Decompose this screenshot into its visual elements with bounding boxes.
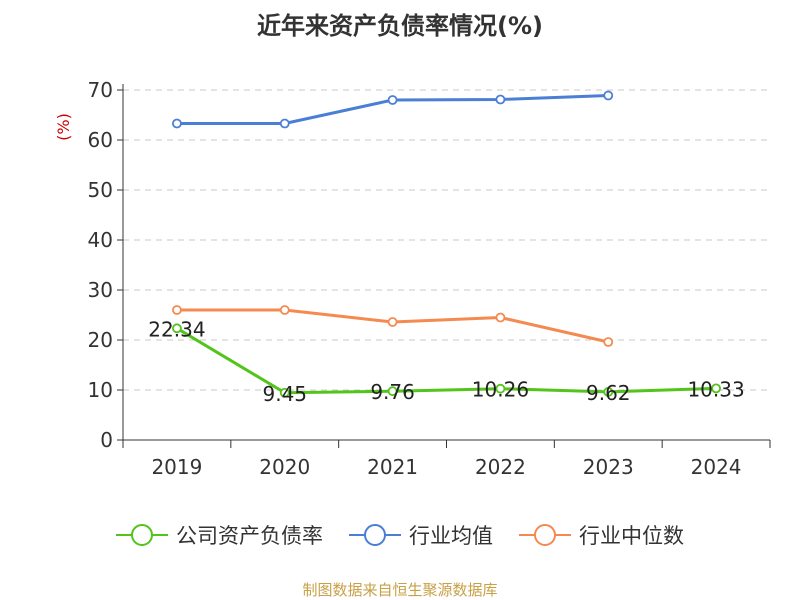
y-tick-label: 0	[100, 428, 113, 452]
data-point	[495, 312, 506, 323]
x-tick-label: 2021	[367, 455, 418, 479]
data-point	[387, 317, 398, 327]
legend-swatch-industry-mean	[349, 524, 401, 546]
x-tick-label: 2023	[583, 455, 634, 479]
data-point	[172, 118, 182, 129]
data-label: 9.45	[262, 382, 307, 406]
legend-item-industry-median[interactable]: 行业中位数	[519, 520, 684, 550]
data-label: 9.62	[586, 381, 631, 405]
legend-swatch-marker	[131, 524, 153, 546]
legend-label-industry-median: 行业中位数	[579, 524, 684, 548]
legend-label-company: 公司资产负债率	[176, 524, 323, 548]
y-tick-label: 20	[88, 328, 113, 352]
legend-label-industry-mean: 行业均值	[409, 524, 493, 548]
data-point	[279, 305, 290, 315]
data-point	[711, 383, 721, 394]
legend-swatch-marker	[364, 524, 386, 546]
x-tick-label: 2022	[475, 455, 526, 479]
data-point	[387, 95, 398, 105]
legend-swatch-company	[116, 524, 168, 546]
source-watermark: 制图数据来自恒生聚源数据库	[302, 581, 498, 599]
x-tick-label: 2020	[259, 455, 310, 479]
x-tick-label: 2024	[691, 455, 742, 479]
data-point	[279, 387, 290, 398]
chart-title: 近年来资产负债率情况(%)	[257, 12, 543, 40]
legend-item-company[interactable]: 公司资产负债率	[116, 520, 323, 550]
y-tick-label: 70	[88, 78, 113, 102]
y-tick-label: 50	[88, 178, 113, 202]
data-label: 10.33	[687, 377, 744, 401]
data-point	[495, 383, 506, 394]
data-label: 10.26	[472, 378, 529, 402]
data-label: 9.76	[370, 380, 415, 404]
data-point	[279, 118, 290, 129]
data-point	[495, 94, 506, 105]
data-point	[387, 386, 398, 397]
y-tick-label: 60	[88, 128, 113, 152]
x-tick-label: 2019	[151, 455, 202, 479]
legend-item-industry-mean[interactable]: 行业均值	[349, 520, 493, 550]
legend-swatch-industry-median	[519, 524, 571, 546]
y-axis-title: (%)	[54, 113, 73, 141]
data-point	[603, 90, 614, 101]
data-point	[172, 323, 182, 334]
y-tick-label: 40	[88, 228, 113, 252]
data-point	[172, 305, 182, 315]
y-tick-label: 10	[88, 378, 113, 402]
series-line	[176, 327, 717, 395]
chart-legend: 公司资产负债率 行业均值 行业中位数	[0, 520, 800, 550]
data-point	[603, 337, 614, 347]
y-tick-label: 30	[88, 278, 113, 302]
data-point	[603, 386, 614, 397]
data-label: 22.34	[148, 317, 205, 341]
legend-swatch-marker	[534, 524, 556, 546]
